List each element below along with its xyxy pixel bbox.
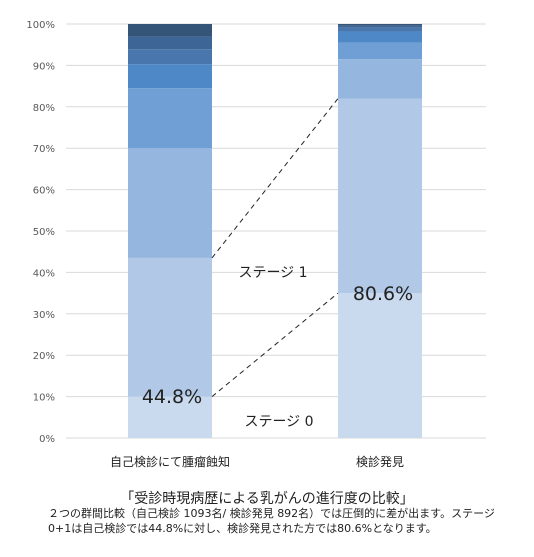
y-tick-label: 30% xyxy=(33,310,55,321)
connector-line xyxy=(211,98,339,259)
y-tick-label: 70% xyxy=(33,144,55,155)
y-tick-label: 80% xyxy=(33,103,55,114)
bar-segment-1-4 xyxy=(128,88,212,149)
y-tick-label: 10% xyxy=(33,393,55,404)
y-tick-label: 50% xyxy=(33,227,55,238)
bar-segment-1-8 xyxy=(128,24,212,37)
bar-segment-2-1 xyxy=(338,293,422,438)
caption-description: ２つの群間比較（自己検診 1093名/ 検診発見 892名）では圧倒的に差が出ま… xyxy=(48,507,495,535)
bar-segment-1-5 xyxy=(128,64,212,89)
connector-line xyxy=(211,292,339,397)
bars xyxy=(128,24,422,438)
y-tick-label: 40% xyxy=(33,268,55,279)
connector-lines xyxy=(211,98,339,397)
stage0-label: ステージ 0 xyxy=(244,414,313,430)
y-tick-label: 90% xyxy=(33,61,55,72)
bar-segment-2-4 xyxy=(338,42,422,60)
y-tick-label: 0% xyxy=(39,434,55,445)
y-tick-label: 20% xyxy=(33,351,55,362)
stacked-bar-chart: 0% 10% 20% 30% 40% 50% 60% 70% 80% 90% 100% 自己検診にて… xyxy=(26,20,486,469)
y-tick-label: 100% xyxy=(26,20,55,31)
caption-title: 「受診時現病歴による乳がんの進行度の比較」 xyxy=(120,491,414,507)
x-axis-label: 自己検診にて腫瘤蝕知 xyxy=(110,454,230,469)
pct-label-right: 80.6% xyxy=(353,283,413,305)
pct-label-left: 44.8% xyxy=(142,386,202,408)
bar-segment-2-7 xyxy=(338,25,422,28)
x-axis-label: 検診発見 xyxy=(356,454,404,469)
x-axis-labels: 自己検診にて腫瘤蝕知 検診発見 xyxy=(110,454,404,469)
bar-segment-2-5 xyxy=(338,31,422,43)
bar-segment-1-2 xyxy=(128,257,212,397)
bar-segment-1-3 xyxy=(128,148,212,258)
bar-segment-1-7 xyxy=(128,36,212,50)
bar-segment-2-2 xyxy=(338,98,422,294)
bar-segment-2-3 xyxy=(338,59,422,99)
stage1-label: ステージ 1 xyxy=(238,265,307,281)
bar-segment-2-6 xyxy=(338,27,422,32)
bar-segment-1-1 xyxy=(128,396,212,438)
y-axis-ticks: 0% 10% 20% 30% 40% 50% 60% 70% 80% 90% 100% xyxy=(26,20,55,445)
bar-segment-1-6 xyxy=(128,49,212,65)
y-tick-label: 60% xyxy=(33,186,55,197)
bar-segment-2-8 xyxy=(338,24,422,26)
